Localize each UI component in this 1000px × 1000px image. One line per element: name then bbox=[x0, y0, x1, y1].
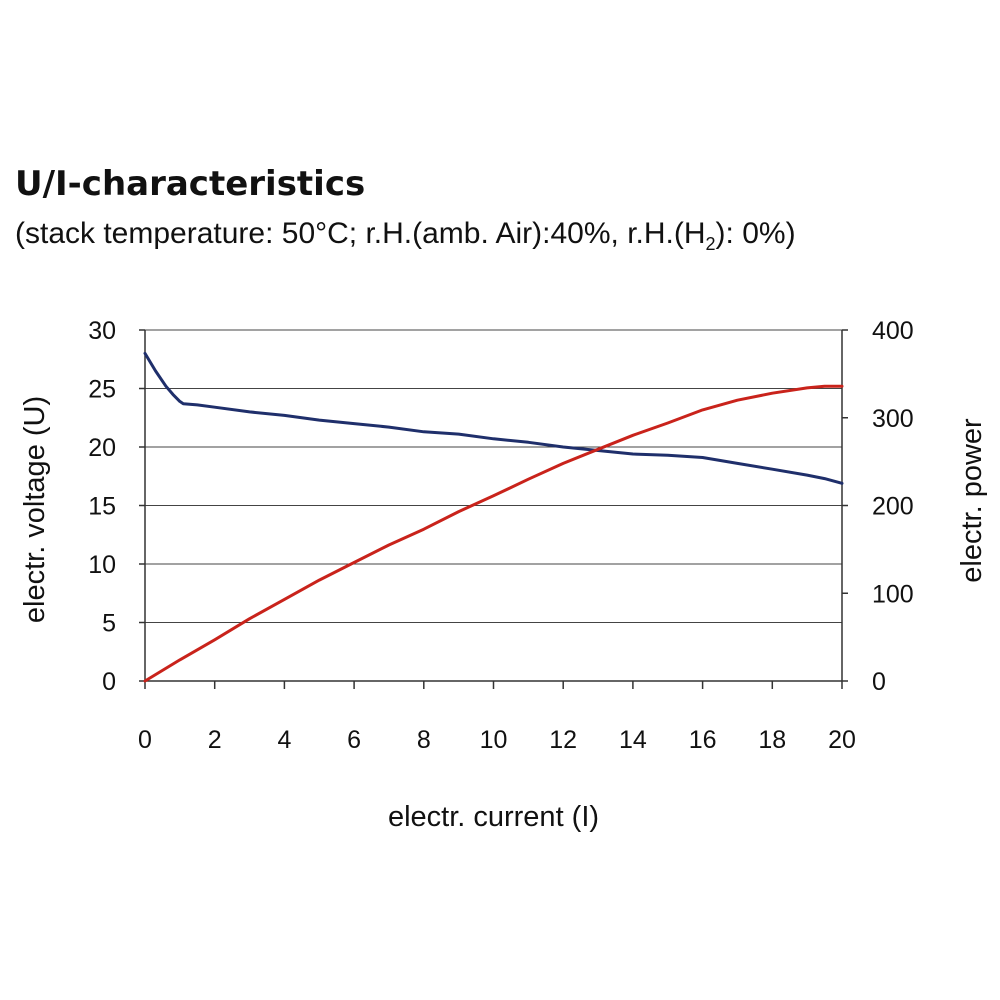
y-tick-label-5: 5 bbox=[102, 610, 116, 638]
data-series bbox=[143, 351, 844, 683]
x-tick-label-0: 0 bbox=[138, 726, 152, 754]
y2-axis-title: electr. power bbox=[956, 418, 988, 583]
chart-subtitle: (stack temperature: 50°C; r.H.(amb. Air)… bbox=[15, 212, 796, 266]
tick-labels: 0 2 4 6 8 10 12 14 16 18 2005101520253001002003004… bbox=[88, 317, 914, 754]
x-tick-label-18: 18 bbox=[758, 726, 786, 754]
axis-titles: electr. current (I) electr. voltage (U) el… bbox=[19, 396, 988, 833]
x-tick-label-4: 4 bbox=[277, 726, 291, 754]
y2-tick-label-300: 300 bbox=[872, 405, 914, 433]
y-tick-label-30: 30 bbox=[88, 317, 116, 345]
y-tick-label-10: 10 bbox=[88, 551, 116, 579]
y-tick-label-0: 0 bbox=[102, 668, 116, 696]
x-tick-label-6: 6 bbox=[347, 726, 361, 754]
x-tick-label-20: 20 bbox=[828, 726, 856, 754]
y-tick-label-25: 25 bbox=[88, 376, 116, 404]
axes bbox=[139, 329, 848, 689]
chart-title: U/I-characteristics bbox=[15, 164, 366, 204]
x-axis-title: electr. current (I) bbox=[388, 801, 599, 833]
x-tick-label-2: 2 bbox=[208, 726, 222, 754]
subtitle-prefix: (stack temperature: 50°C; r.H.(amb. Air)… bbox=[15, 217, 706, 250]
y-axis-title: electr. voltage (U) bbox=[19, 396, 51, 623]
voltage-series-line bbox=[143, 351, 844, 485]
subtitle-suffix: ): 0%) bbox=[715, 217, 796, 250]
y2-tick-label-0: 0 bbox=[872, 668, 886, 696]
x-tick-label-16: 16 bbox=[689, 726, 717, 754]
x-tick-label-12: 12 bbox=[549, 726, 577, 754]
y-tick-label-15: 15 bbox=[88, 493, 116, 521]
power-series-line bbox=[143, 384, 844, 683]
y2-tick-label-400: 400 bbox=[872, 317, 914, 345]
y2-tick-label-200: 200 bbox=[872, 493, 914, 521]
x-tick-label-14: 14 bbox=[619, 726, 647, 754]
y2-tick-label-100: 100 bbox=[872, 580, 914, 608]
grid-lines bbox=[145, 329, 842, 623]
y-tick-label-20: 20 bbox=[88, 434, 116, 462]
x-tick-label-8: 8 bbox=[417, 726, 431, 754]
subtitle-subscript: 2 bbox=[705, 234, 716, 254]
x-tick-label-10: 10 bbox=[480, 726, 508, 754]
